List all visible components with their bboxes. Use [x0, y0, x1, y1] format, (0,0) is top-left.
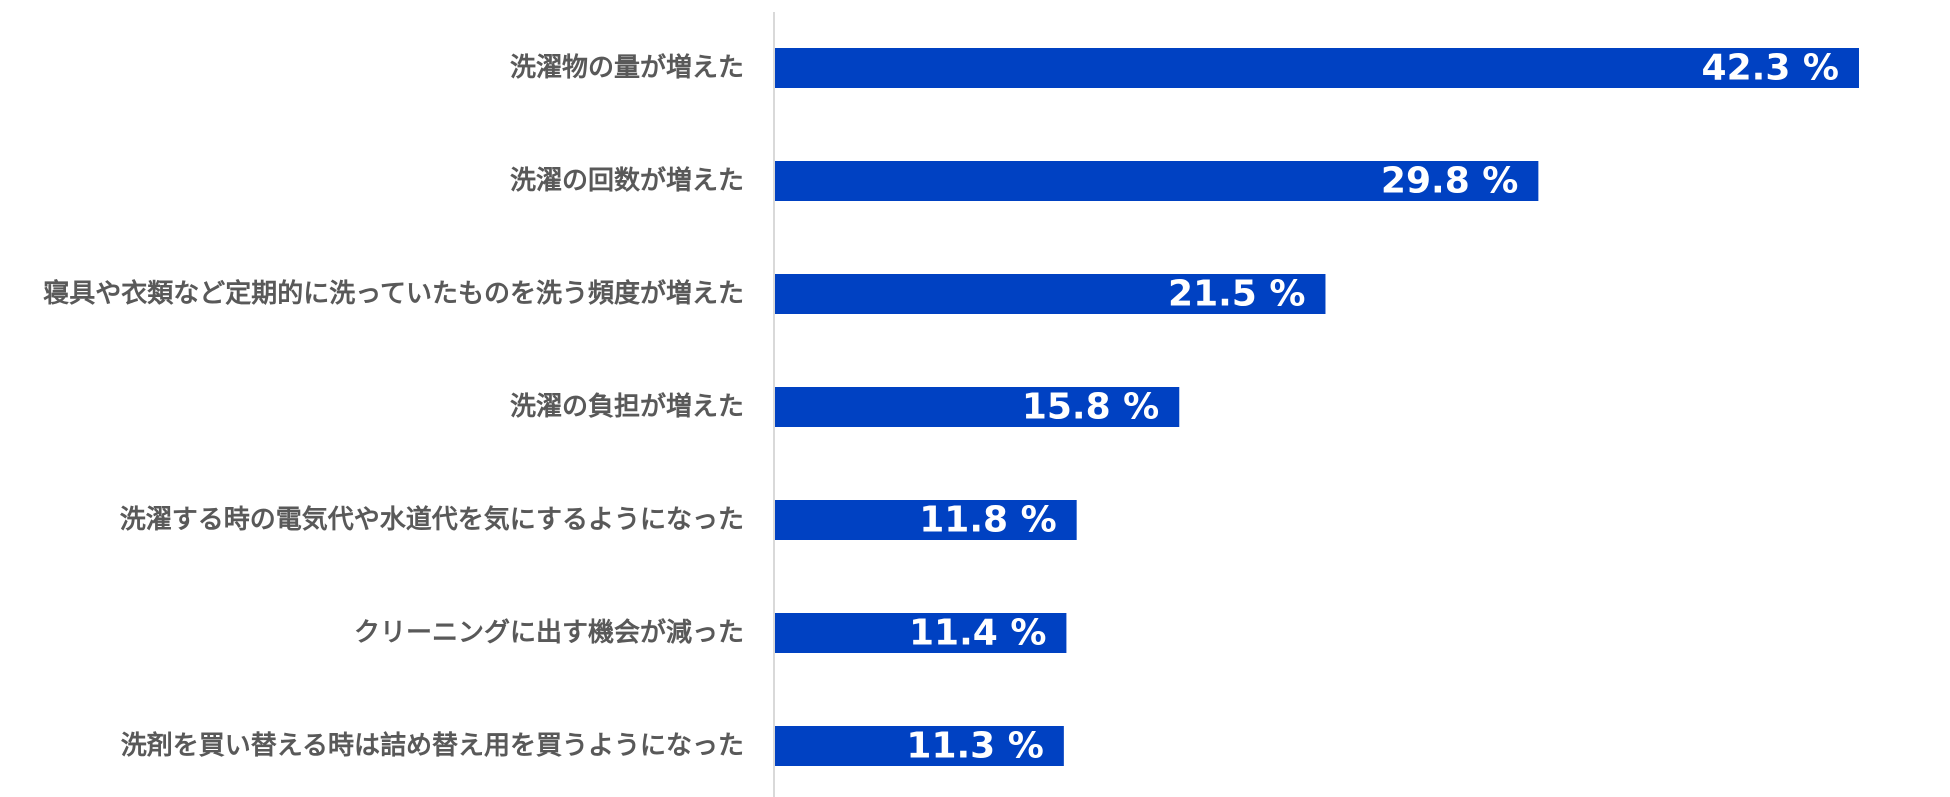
- bar-6: [774, 613, 1067, 653]
- category-label-7: 洗剤を買い替える時は詰め替え用を買うようになった: [121, 730, 744, 761]
- category-label-4: 洗濯の負担が増えた: [510, 391, 744, 422]
- bar-value-label-5: 11.8 %: [919, 500, 1056, 541]
- category-labels: 洗濯物の量が増えた洗濯の回数が増えた寝具や衣類など定期的に洗っていたものを洗う頻…: [43, 52, 744, 761]
- category-label-3: 寝具や衣類など定期的に洗っていたものを洗う頻度が増えた: [43, 278, 744, 309]
- bar-7: [774, 726, 1064, 766]
- category-label-5: 洗濯する時の電気代や水道代を気にするようになった: [120, 504, 744, 535]
- bar-5: [774, 500, 1077, 540]
- bar-value-label-6: 11.4 %: [909, 613, 1046, 654]
- category-label-6: クリーニングに出す機会が減った: [354, 617, 744, 648]
- bar-value-label-4: 15.8 %: [1022, 387, 1159, 428]
- bar-value-label-1: 42.3 %: [1702, 48, 1839, 89]
- category-label-2: 洗濯の回数が増えた: [510, 165, 744, 196]
- bar-value-label-7: 11.3 %: [906, 726, 1043, 767]
- bar-value-label-2: 29.8 %: [1381, 161, 1518, 202]
- bar-4: [774, 387, 1180, 427]
- bar-3: [774, 274, 1326, 314]
- bar-2: [774, 161, 1539, 201]
- category-label-1: 洗濯物の量が増えた: [510, 52, 744, 83]
- bars-layer: 42.3 % 29.8 % 21.5 % 15.8 % 11.8 % 11.4 % 11.3…: [774, 48, 1859, 767]
- bar-1: [774, 48, 1859, 88]
- bar-value-label-3: 21.5 %: [1168, 274, 1305, 315]
